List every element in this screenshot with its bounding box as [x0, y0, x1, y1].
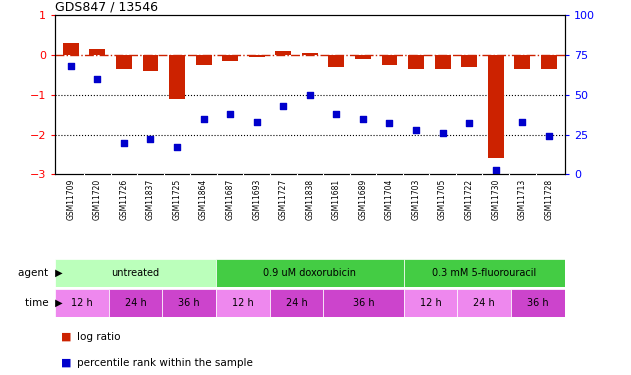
- Text: percentile rank within the sample: percentile rank within the sample: [77, 358, 253, 368]
- Text: GSM11713: GSM11713: [518, 178, 527, 220]
- Point: [278, 103, 288, 109]
- Bar: [408, 55, 424, 69]
- Bar: [435, 55, 451, 69]
- Bar: [196, 55, 211, 65]
- Text: 36 h: 36 h: [527, 298, 549, 308]
- Point: [66, 63, 76, 69]
- Point: [331, 111, 341, 117]
- Point: [544, 133, 554, 139]
- Point: [491, 166, 501, 172]
- Bar: [63, 43, 79, 55]
- Text: 12 h: 12 h: [232, 298, 254, 308]
- Bar: [511, 289, 565, 317]
- Text: GSM11693: GSM11693: [252, 178, 261, 220]
- Text: GSM11728: GSM11728: [545, 178, 553, 220]
- Text: GSM11838: GSM11838: [305, 178, 314, 220]
- Text: 0.9 uM doxorubicin: 0.9 uM doxorubicin: [263, 268, 357, 278]
- Text: GSM11703: GSM11703: [411, 178, 420, 220]
- Bar: [109, 289, 162, 317]
- Text: GSM11726: GSM11726: [119, 178, 129, 220]
- Text: GSM11681: GSM11681: [332, 178, 341, 220]
- Text: GSM11725: GSM11725: [172, 178, 182, 220]
- Point: [437, 130, 447, 136]
- Bar: [116, 55, 132, 69]
- Text: GSM11689: GSM11689: [358, 178, 367, 220]
- Bar: [404, 259, 565, 287]
- Text: untreated: untreated: [111, 268, 160, 278]
- Bar: [216, 289, 269, 317]
- Point: [145, 136, 155, 142]
- Bar: [328, 55, 345, 67]
- Text: time: time: [25, 298, 52, 308]
- Bar: [488, 55, 504, 158]
- Text: GSM11687: GSM11687: [226, 178, 235, 220]
- Point: [411, 127, 421, 133]
- Bar: [382, 55, 398, 65]
- Point: [464, 120, 475, 126]
- Text: GSM11720: GSM11720: [93, 178, 102, 220]
- Text: GDS847 / 13546: GDS847 / 13546: [55, 1, 158, 14]
- Bar: [162, 289, 216, 317]
- Point: [172, 144, 182, 150]
- Bar: [355, 55, 371, 59]
- Bar: [323, 289, 404, 317]
- Point: [119, 140, 129, 146]
- Text: 24 h: 24 h: [286, 298, 307, 308]
- Text: log ratio: log ratio: [77, 332, 121, 342]
- Text: GSM11704: GSM11704: [385, 178, 394, 220]
- Point: [358, 116, 368, 122]
- Text: agent: agent: [18, 268, 52, 278]
- Bar: [275, 51, 292, 55]
- Bar: [55, 289, 109, 317]
- Text: 36 h: 36 h: [353, 298, 374, 308]
- Text: 12 h: 12 h: [71, 298, 93, 308]
- Text: GSM11722: GSM11722: [464, 178, 474, 220]
- Bar: [269, 289, 323, 317]
- Bar: [404, 289, 457, 317]
- Text: GSM11837: GSM11837: [146, 178, 155, 220]
- Bar: [302, 53, 318, 55]
- Bar: [541, 55, 557, 69]
- Point: [225, 111, 235, 117]
- Text: 0.3 mM 5-fluorouracil: 0.3 mM 5-fluorouracil: [432, 268, 536, 278]
- Text: 24 h: 24 h: [473, 298, 495, 308]
- Bar: [461, 55, 477, 67]
- Bar: [55, 259, 216, 287]
- Bar: [143, 55, 158, 71]
- Text: GSM11705: GSM11705: [438, 178, 447, 220]
- Text: 12 h: 12 h: [420, 298, 442, 308]
- Point: [305, 92, 315, 98]
- Bar: [514, 55, 530, 69]
- Point: [199, 116, 209, 122]
- Text: 24 h: 24 h: [124, 298, 146, 308]
- Text: ▶: ▶: [52, 298, 62, 308]
- Point: [517, 119, 528, 125]
- Point: [252, 119, 262, 125]
- Text: GSM11727: GSM11727: [279, 178, 288, 220]
- Text: GSM11709: GSM11709: [66, 178, 75, 220]
- Point: [92, 76, 102, 82]
- Text: ▶: ▶: [52, 268, 62, 278]
- Bar: [216, 259, 404, 287]
- Bar: [169, 55, 185, 99]
- Text: GSM11864: GSM11864: [199, 178, 208, 220]
- Text: ■: ■: [61, 358, 72, 368]
- Bar: [457, 289, 511, 317]
- Text: GSM11730: GSM11730: [491, 178, 500, 220]
- Bar: [90, 49, 105, 55]
- Bar: [222, 55, 238, 61]
- Point: [384, 120, 394, 126]
- Text: 36 h: 36 h: [178, 298, 200, 308]
- Text: ■: ■: [61, 332, 72, 342]
- Bar: [249, 55, 264, 57]
